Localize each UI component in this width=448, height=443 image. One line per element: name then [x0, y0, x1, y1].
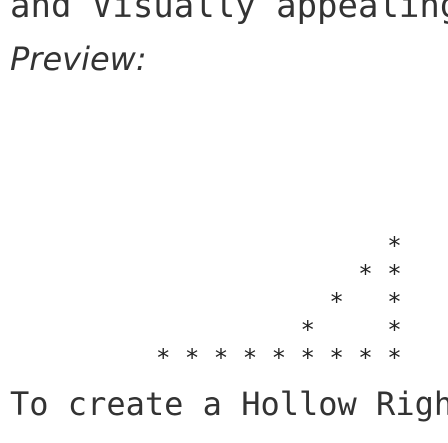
intro-text: and Visually appealing	[10, 0, 448, 26]
pattern-row: * *	[156, 260, 402, 288]
pattern-row: * *	[156, 316, 402, 344]
pattern-preview: * * * * * * * * * * * * * * * *	[156, 232, 402, 372]
pattern-row: *	[156, 232, 402, 260]
pattern-row: * *	[156, 288, 402, 316]
pattern-row: * * * * * * * * *	[156, 344, 402, 372]
preview-heading: Preview:	[10, 40, 147, 78]
next-text: To create a Hollow Right	[10, 385, 448, 423]
